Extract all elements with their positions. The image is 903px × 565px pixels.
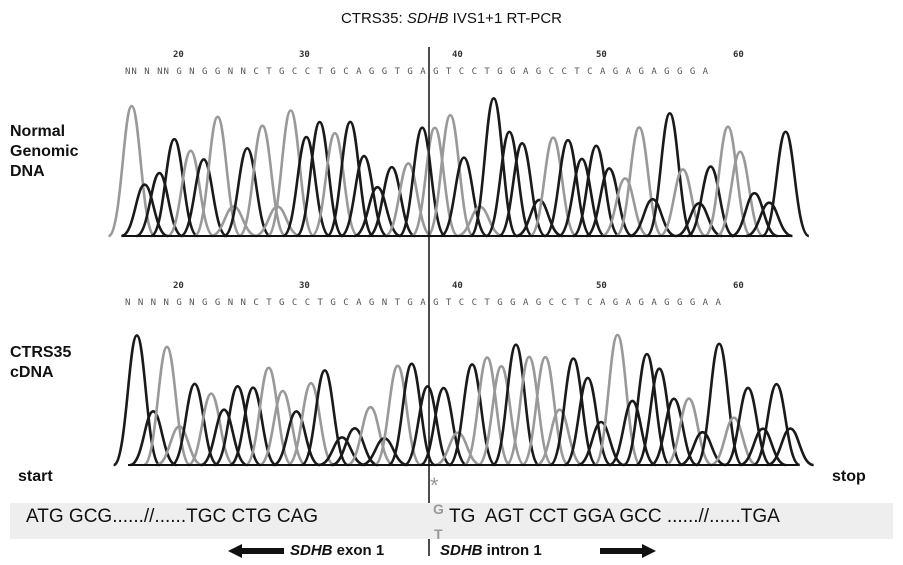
trace-peak <box>645 111 695 238</box>
trace-peak <box>535 408 584 467</box>
panel-label-normal: Normal Genomic DNA <box>10 123 79 180</box>
trace-peak <box>179 158 228 238</box>
panel2-tick-50: 50 <box>596 281 607 291</box>
panel2-tick-40: 40 <box>452 281 463 291</box>
stop-label: stop <box>832 468 866 485</box>
trace-peak <box>622 352 671 467</box>
trace-peak <box>229 386 277 467</box>
panel2-trace-group <box>112 333 815 467</box>
trace-peak <box>491 343 541 467</box>
trace-peak <box>703 125 752 238</box>
panel1-tick-60: 60 <box>733 50 744 60</box>
trace-peak <box>135 171 184 238</box>
trace-peak <box>485 130 534 238</box>
left-arrow-icon <box>228 544 284 558</box>
trace-peak <box>272 410 321 467</box>
panel1-tick-50: 50 <box>596 50 607 60</box>
intron-sequence: TG AGT CCT GGA GCC ......//......TGA <box>449 506 780 527</box>
trace-peak <box>387 362 436 467</box>
trace-peak <box>635 367 684 467</box>
trace-peak <box>710 416 758 467</box>
panel1-tick-40: 40 <box>452 50 463 60</box>
trace-peak <box>166 149 215 238</box>
trace-peak <box>572 144 621 238</box>
trace-peak <box>213 385 262 467</box>
trace-peak <box>107 104 157 238</box>
panel2-tick-20: 20 <box>173 281 184 291</box>
trace-peak <box>244 366 293 467</box>
panel1-trace-group <box>107 97 810 238</box>
panel1-base-calls: NN N NN G N G G N N C T G C C T G C A G … <box>125 67 710 77</box>
trace-peak <box>434 431 482 467</box>
trace-peak <box>716 150 764 238</box>
panel2-tick-30: 30 <box>299 281 310 291</box>
trace-peak <box>515 198 563 238</box>
trace-peak <box>331 427 379 467</box>
trace-peak <box>287 381 335 467</box>
sequence-bar <box>10 503 893 539</box>
trace-peak <box>675 201 723 238</box>
trace-peak <box>373 364 422 467</box>
exon-caption: SDHB exon 1 <box>290 542 385 559</box>
right-arrow-icon <box>600 544 656 558</box>
trace-peak <box>615 126 664 238</box>
trace-peak <box>142 345 192 467</box>
trace-peak <box>223 146 272 238</box>
trace-peak <box>150 137 199 238</box>
exon-sequence: ATG GCG......//......TGC CTG CAG <box>26 506 319 527</box>
start-label: start <box>18 468 53 485</box>
trace-peak <box>346 405 395 467</box>
trace-peak <box>745 201 793 238</box>
mutation-asterisk: * <box>430 473 439 498</box>
trace-peak <box>170 382 219 467</box>
trace-peak <box>318 436 366 467</box>
trace-peak <box>593 333 642 467</box>
panel-label-ctrs35: CTRS35 cDNA <box>10 344 72 381</box>
trace-peak <box>549 357 598 467</box>
trace-peak <box>193 115 243 238</box>
trace-peak <box>310 131 359 238</box>
trace-peak <box>650 397 698 467</box>
trace-peak <box>403 385 452 467</box>
trace-peak <box>266 109 316 238</box>
trace-peak <box>295 120 344 238</box>
trace-peak <box>608 399 657 467</box>
trace-peak <box>425 113 475 238</box>
trace-peak <box>469 97 519 238</box>
trace-peak <box>112 334 162 467</box>
trace-peak <box>300 369 349 467</box>
panel1-tick-20: 20 <box>173 50 184 60</box>
trace-peak <box>766 427 815 467</box>
trace-peak <box>761 130 810 238</box>
figure-title: CTRS35: SDHB IVS1+1 RT-PCR <box>340 10 563 27</box>
trace-peak <box>694 342 744 467</box>
trace-peak <box>752 382 801 467</box>
panel2-tick-60: 60 <box>733 281 744 291</box>
trace-peak <box>187 392 236 467</box>
mutation-g: G <box>433 501 444 517</box>
trace-peak <box>210 205 258 238</box>
trace-peak <box>498 141 547 238</box>
intron-caption: SDHB intron 1 <box>440 542 542 559</box>
trace-peak <box>384 162 433 238</box>
trace-peak <box>505 355 554 467</box>
trace-peak <box>529 136 578 238</box>
panel1-tick-30: 30 <box>299 50 310 60</box>
trace-peak <box>326 120 375 238</box>
panel2-base-calls: N N N N G N G G N N C T G C C T G C A G … <box>125 298 722 308</box>
mutation-t: T <box>434 526 443 542</box>
trace-peak <box>410 126 459 238</box>
